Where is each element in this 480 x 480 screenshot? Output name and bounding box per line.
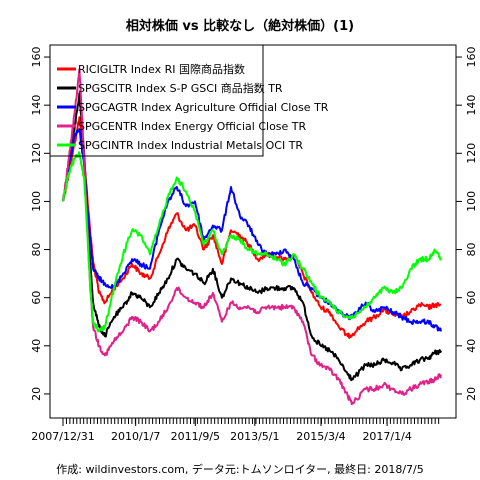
y-tick-label-right: 40 <box>465 339 478 353</box>
y-tick-label-right: 120 <box>465 143 478 164</box>
series-line-5 <box>62 151 442 333</box>
y-tick-label: 20 <box>30 387 43 401</box>
right-y-axis: 20 40 60 80 100 120 140 160 <box>456 47 478 401</box>
legend-label: SPGCAGTR Index Agriculture Official Clos… <box>78 101 329 114</box>
y-tick-label: 140 <box>30 95 43 116</box>
x-tick-label: 2015/3/4 <box>296 430 345 443</box>
y-tick-label-right: 80 <box>465 243 478 257</box>
x-tick-label: 2007/12/31 <box>31 430 94 443</box>
chart-title: 相対株価 vs 比較なし（絶対株価）(1) <box>126 18 354 34</box>
y-tick-label: 40 <box>30 339 43 353</box>
x-tick-label: 2013/5/1 <box>230 430 279 443</box>
y-tick-label: 160 <box>30 47 43 68</box>
series-line-4 <box>62 68 442 406</box>
y-tick-label-right: 160 <box>465 47 478 68</box>
x-tick-label: 2010/1/7 <box>111 430 160 443</box>
y-tick-label: 80 <box>30 243 43 257</box>
series-line-2 <box>62 92 442 382</box>
y-tick-label: 120 <box>30 143 43 164</box>
x-axis: 2007/12/31 2010/1/7 2011/9/5 2013/5/1 2015/3… <box>31 418 440 443</box>
y-tick-label-right: 100 <box>465 191 478 212</box>
series-line-3 <box>62 128 442 332</box>
series-layer <box>62 68 442 406</box>
legend-label: RICIGLTR Index RI 国際商品指数 <box>78 62 245 76</box>
y-tick-label-right: 140 <box>465 95 478 116</box>
series-line-1 <box>62 116 442 339</box>
y-tick-label: 60 <box>30 291 43 305</box>
x-tick-label: 2011/9/5 <box>171 430 220 443</box>
left-y-axis: 20 40 60 80 100 120 140 160 <box>30 47 50 401</box>
y-tick-label-right: 60 <box>465 291 478 305</box>
y-tick-label: 100 <box>30 191 43 212</box>
legend-label: SPGCINTR Index Industrial Metals OCI TR <box>78 139 303 152</box>
legend-label: SPGSCITR Index S-P GSCI 商品指数 TR <box>78 81 283 95</box>
x-tick-label: 2017/1/4 <box>362 430 411 443</box>
legend: RICIGLTR Index RI 国際商品指数 SPGSCITR Index S… <box>49 44 329 157</box>
chart-caption: 作成: wildinvestors.com, データ元:トムソンロイター, 最終… <box>56 462 423 476</box>
legend-box <box>49 44 264 157</box>
legend-label: SPGCENTR Index Energy Official Close TR <box>78 120 307 133</box>
y-tick-label-right: 20 <box>465 387 478 401</box>
